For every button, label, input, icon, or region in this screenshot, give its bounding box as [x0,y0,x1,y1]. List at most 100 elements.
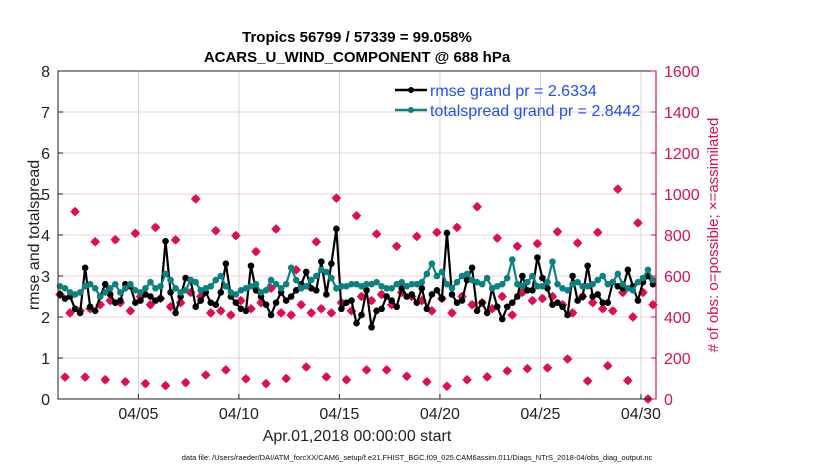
totalspread-point [534,282,541,290]
totalspread-point [594,276,602,284]
rmse-point [524,287,531,294]
rmse-point [302,268,310,276]
obs-assimilated-marker [231,231,241,241]
totalspread-point [443,280,451,288]
obs-assimilated-marker [306,308,316,318]
y-tick-label: 7 [41,105,50,122]
totalspread-point [649,276,657,284]
obs-assimilated-marker [80,372,90,382]
obs-count-marker [563,354,573,364]
rmse-point [338,305,345,313]
rmse-point [539,274,546,282]
rmse-point [323,291,330,298]
totalspread-point [86,280,94,288]
rmse-point [318,258,325,265]
totalspread-point [348,280,355,288]
obs-count-marker [125,306,135,316]
rmse-point [413,299,421,306]
rmse-point [222,260,230,268]
rmse-point [247,262,255,270]
rmse-point [157,295,164,302]
obs-assimilated-marker [110,235,120,245]
y-tick-label: 6 [41,146,50,163]
obs-count-marker [90,237,100,247]
totalspread-point [172,285,179,292]
totalspread-point [448,285,456,292]
rmse-point [373,307,380,315]
x-tick-label: 04/20 [420,406,460,423]
obs-assimilated-marker [452,222,462,232]
totalspread-point [619,280,627,288]
rmse-point [348,297,355,304]
x-tick-label: 04/05 [118,406,158,423]
rmse-point [534,254,541,261]
totalspread-point [363,280,370,288]
obs-assimilated-marker [442,381,452,391]
obs-assimilated-marker [553,227,563,237]
rmse-point [398,285,406,292]
rmse-point [453,299,461,306]
obs-count-marker [226,310,236,320]
rmse-point [172,309,179,317]
x-axis-label: Apr.01,2018 00:00:00 start [263,428,452,445]
totalspread-point [262,287,270,294]
obs-count-marker [266,283,276,293]
obs-assimilated-marker [482,372,492,382]
totalspread-point [338,282,345,290]
totalspread-point [569,280,576,288]
rmse-point [483,309,491,317]
rmse-point [468,264,476,272]
totalspread-point [212,276,220,284]
rmse-point [554,299,561,306]
obs-assimilated-marker [161,381,171,391]
totalspread-point [66,289,74,296]
totalspread-point [232,291,240,298]
totalspread-point [237,287,245,294]
grid [58,71,656,399]
rmse-point [544,285,551,292]
obs-count-marker [367,296,377,306]
obs-count-marker [286,310,296,320]
totalspread-point [192,278,199,286]
obs-count-marker [296,300,306,310]
totalspread-point [197,287,205,294]
obs-assimilated-marker [462,375,472,385]
totalspread-point [438,268,446,276]
rmse-point [71,305,79,313]
obs-count-marker [357,292,367,301]
rmse-point [132,299,139,306]
totalspread-point [277,285,285,292]
obs-count-marker [482,372,492,382]
rmse-point [493,303,501,311]
obs-count-marker [497,292,507,301]
obs-assimilated-marker [60,372,70,382]
y-tick-label: 2 [41,310,50,327]
rmse-point [353,319,360,327]
obs-assimilated-marker [447,308,457,318]
totalspread-point [71,291,79,298]
obs-count-marker [231,231,241,241]
y-right-tick-label: 1000 [664,187,700,204]
obs-count-marker [171,235,181,245]
rmse-point [514,293,521,300]
totalspread-point [287,264,295,272]
totalspread-point [111,280,119,288]
totalspread-point [222,282,230,290]
obs-count-marker [80,372,90,382]
totalspread-point [423,270,431,278]
y-axis-label: rmse and totalspread [26,160,43,310]
obs-count-marker [201,370,211,380]
obs-count-marker [583,376,593,386]
rmse-point [624,266,632,274]
obs-count-marker [241,374,251,384]
obs-count-marker [502,366,512,376]
obs-assimilated-marker [362,365,372,375]
obs-assimilated-marker [271,224,281,234]
rmse-point [207,299,215,306]
rmse-point [328,260,335,268]
totalspread-point [463,270,471,278]
x-tick-label: 04/30 [621,406,661,423]
totalspread-point [559,285,566,292]
totalspread-point [539,282,546,290]
obs-count-marker [341,375,351,385]
